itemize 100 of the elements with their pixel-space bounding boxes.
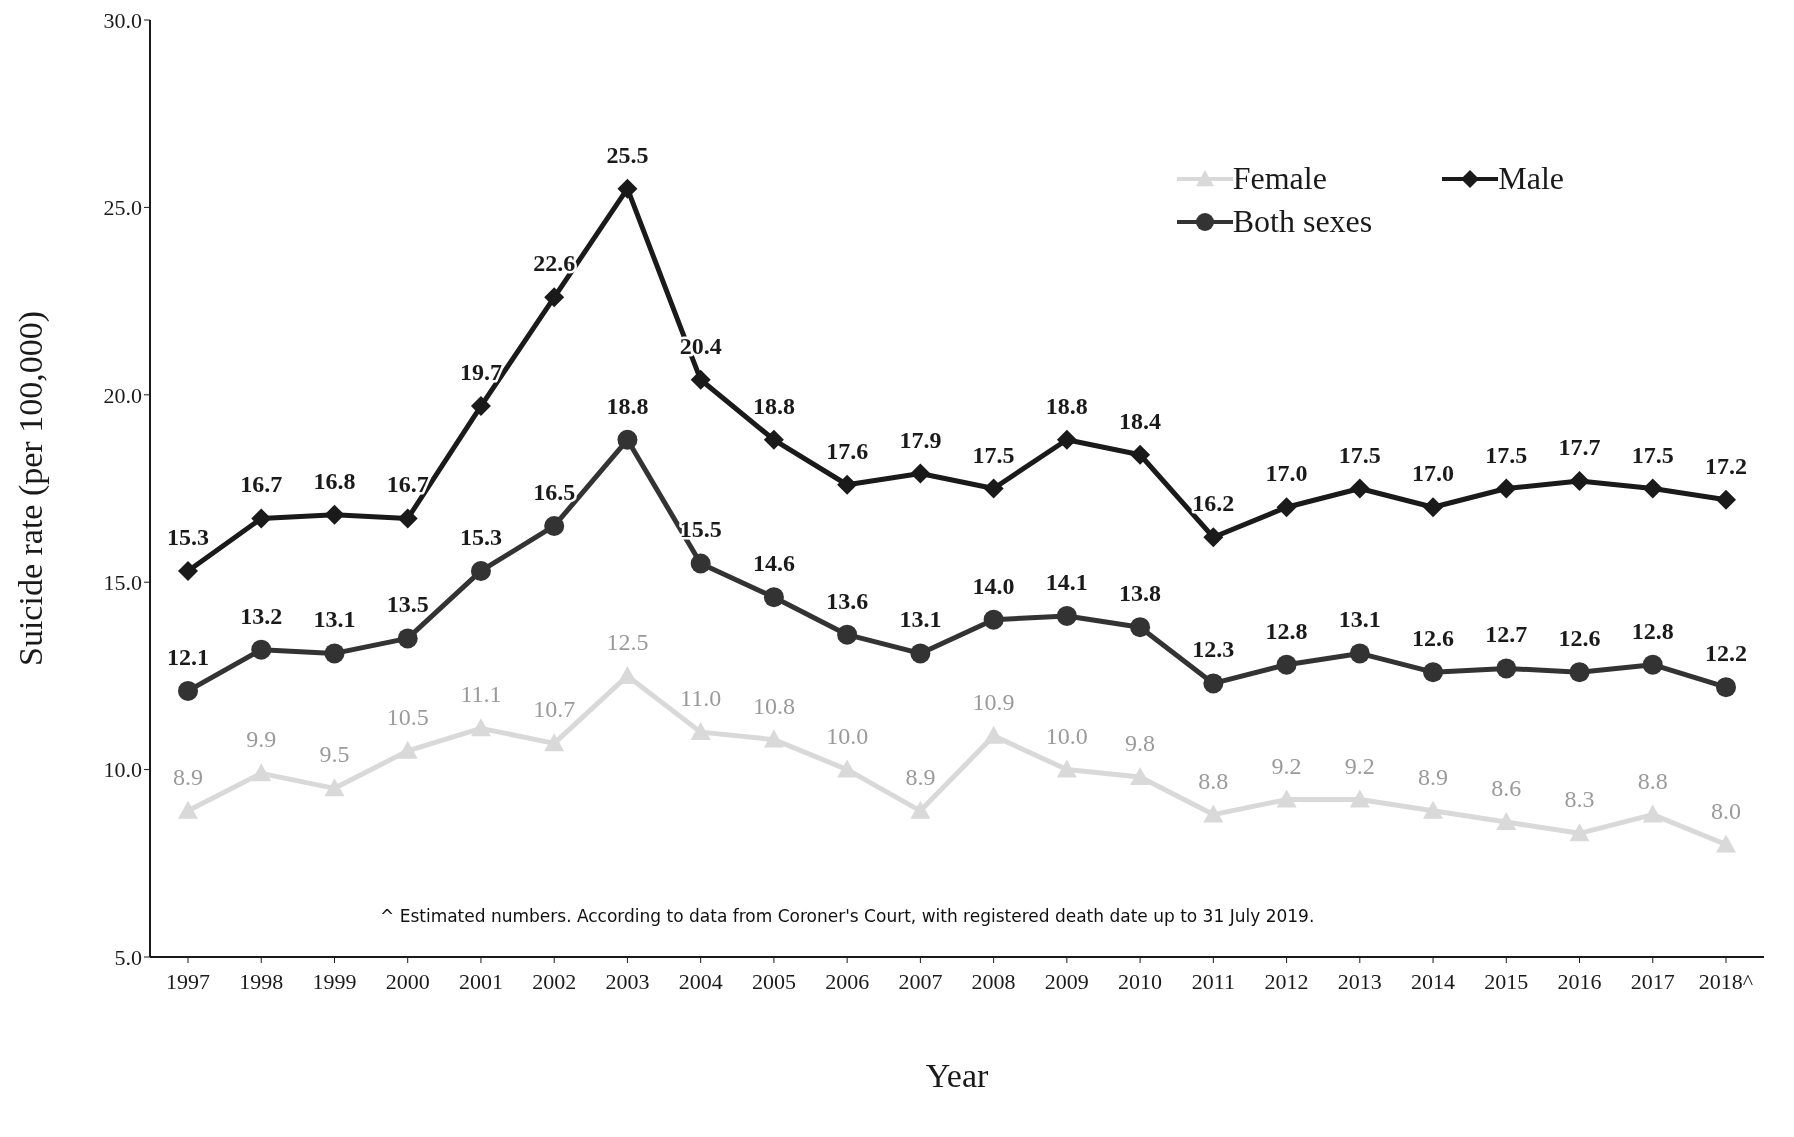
data-label: 9.9 bbox=[246, 726, 277, 753]
data-label: 8.8 bbox=[1637, 767, 1668, 794]
x-tick-label: 2000 bbox=[385, 968, 430, 994]
data-label: 25.5 bbox=[606, 141, 649, 168]
point bbox=[324, 643, 345, 664]
data-label: 13.2 bbox=[240, 602, 283, 629]
data-label: 8.9 bbox=[905, 763, 936, 790]
point bbox=[1203, 673, 1224, 694]
data-label: 13.5 bbox=[386, 591, 429, 618]
y-axis-title: Suicide rate (per 100,000) bbox=[12, 311, 51, 666]
point bbox=[1496, 812, 1517, 831]
point bbox=[1423, 497, 1444, 518]
data-label: 8.0 bbox=[1711, 797, 1741, 824]
data-label: 12.6 bbox=[1412, 625, 1455, 652]
point bbox=[690, 722, 711, 741]
x-tick-label: 2001 bbox=[458, 968, 503, 994]
data-label: 18.8 bbox=[606, 392, 649, 419]
data-label: 10.5 bbox=[386, 703, 429, 730]
data-label: 10.0 bbox=[826, 722, 869, 749]
point bbox=[690, 553, 711, 574]
data-label: 16.5 bbox=[533, 478, 576, 505]
y-tick-label: 20.0 bbox=[103, 382, 142, 408]
data-label: 17.6 bbox=[826, 437, 869, 464]
x-tick-label: 2010 bbox=[1118, 968, 1163, 994]
data-label: 18.8 bbox=[1045, 392, 1088, 419]
point bbox=[397, 508, 418, 529]
data-label: 22.6 bbox=[533, 250, 576, 277]
point bbox=[837, 624, 858, 645]
point bbox=[1642, 654, 1663, 675]
data-label: 12.2 bbox=[1705, 640, 1747, 667]
y-tick-label: 15.0 bbox=[103, 570, 142, 596]
point bbox=[1716, 834, 1736, 853]
data-label: 17.9 bbox=[899, 426, 942, 453]
data-label: 14.6 bbox=[752, 550, 795, 577]
y-tick-label: 30.0 bbox=[103, 7, 142, 33]
data-label: 14.0 bbox=[972, 572, 1015, 599]
point bbox=[1642, 804, 1663, 823]
data-label: 17.5 bbox=[1631, 441, 1674, 468]
point bbox=[1130, 444, 1151, 465]
data-label: 15.5 bbox=[679, 516, 722, 543]
point bbox=[544, 287, 565, 308]
x-tick-label: 2011 bbox=[1191, 968, 1235, 994]
point bbox=[470, 560, 491, 581]
data-label: 12.6 bbox=[1558, 625, 1601, 652]
point bbox=[763, 429, 784, 450]
point bbox=[1349, 789, 1370, 808]
point bbox=[837, 759, 858, 778]
point bbox=[1423, 800, 1444, 819]
data-label: 10.8 bbox=[752, 692, 795, 719]
data-label: 10.7 bbox=[533, 696, 576, 723]
point bbox=[1056, 429, 1077, 450]
point bbox=[1716, 489, 1736, 510]
x-tick-label: 1998 bbox=[239, 968, 284, 994]
data-label: 17.0 bbox=[1265, 460, 1308, 487]
point bbox=[690, 369, 711, 390]
legend-label: Both sexes bbox=[1232, 203, 1373, 240]
point bbox=[178, 680, 198, 701]
x-tick-label: 2012 bbox=[1264, 968, 1309, 994]
data-label: 18.8 bbox=[752, 392, 795, 419]
data-label: 12.7 bbox=[1485, 621, 1528, 648]
data-label: 9.8 bbox=[1125, 730, 1156, 757]
data-label: 8.3 bbox=[1564, 786, 1595, 813]
point bbox=[763, 587, 784, 608]
point bbox=[1349, 478, 1370, 499]
point bbox=[544, 733, 565, 752]
data-label: 8.8 bbox=[1198, 767, 1229, 794]
data-label: 8.9 bbox=[1418, 763, 1449, 790]
data-label: 13.1 bbox=[313, 606, 356, 633]
data-label: 13.8 bbox=[1119, 580, 1162, 607]
x-tick-label: 1997 bbox=[166, 968, 210, 994]
point bbox=[910, 643, 931, 664]
point bbox=[251, 639, 272, 660]
y-tick-label: 5.0 bbox=[114, 944, 142, 970]
point bbox=[1496, 478, 1517, 499]
point bbox=[470, 396, 491, 417]
data-label: 9.5 bbox=[319, 741, 350, 768]
data-label: 9.2 bbox=[1271, 752, 1302, 779]
data-label: 13.1 bbox=[899, 606, 942, 633]
data-label: 10.0 bbox=[1045, 722, 1088, 749]
point bbox=[324, 504, 345, 525]
data-label: 8.9 bbox=[173, 763, 203, 790]
data-label: 9.2 bbox=[1344, 752, 1375, 779]
point bbox=[763, 729, 784, 748]
data-label: 11.0 bbox=[680, 685, 722, 712]
legend-label: Male bbox=[1498, 160, 1564, 197]
data-label: 15.3 bbox=[167, 523, 209, 550]
data-label: 17.5 bbox=[1338, 441, 1381, 468]
data-label: 12.3 bbox=[1192, 636, 1235, 663]
point bbox=[324, 778, 345, 797]
x-tick-label: 2005 bbox=[751, 968, 796, 994]
point bbox=[1130, 767, 1151, 786]
x-tick-label: 2018^ bbox=[1698, 968, 1754, 994]
data-label: 17.0 bbox=[1412, 460, 1455, 487]
point bbox=[1276, 654, 1297, 675]
x-tick-label: 2014 bbox=[1411, 968, 1456, 994]
data-label: 12.1 bbox=[167, 643, 209, 670]
data-label: 17.5 bbox=[972, 441, 1015, 468]
point bbox=[1276, 497, 1297, 518]
data-label: 17.7 bbox=[1558, 434, 1601, 460]
data-label: 16.7 bbox=[386, 471, 429, 498]
